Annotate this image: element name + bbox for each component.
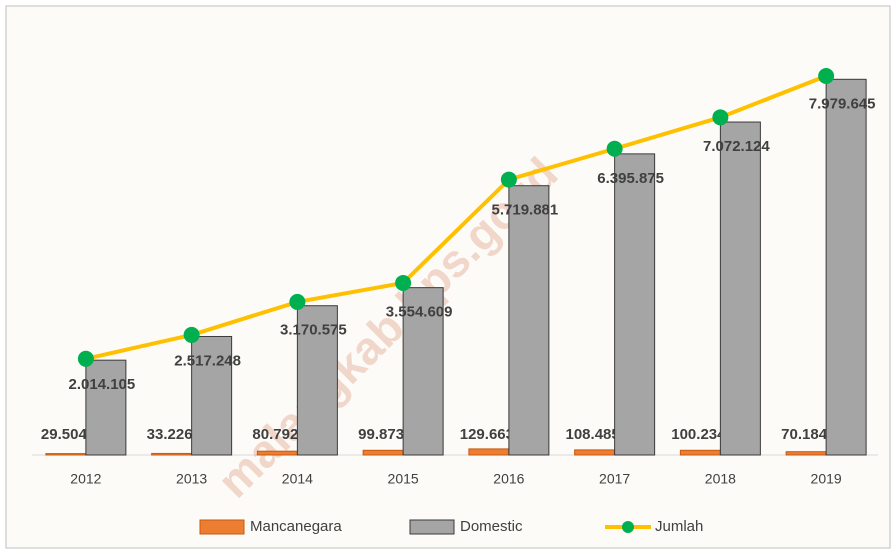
data-label: 5.719.881 — [492, 202, 559, 219]
line-marker — [184, 327, 200, 343]
bar — [826, 79, 866, 455]
line-marker — [289, 294, 305, 310]
page: malangkab.bps.go.id201220132014201520162… — [0, 0, 896, 554]
bar — [509, 186, 549, 455]
legend-swatch — [622, 521, 634, 533]
bar — [152, 453, 192, 455]
data-label: 108.485 — [566, 426, 620, 443]
bar — [469, 449, 509, 455]
bar — [615, 154, 655, 455]
legend-label: Mancanegara — [250, 518, 342, 535]
legend-label: Domestic — [460, 518, 523, 535]
x-tick-label: 2017 — [599, 471, 630, 487]
bar — [786, 452, 826, 455]
data-label: 6.395.875 — [597, 170, 664, 187]
data-label: 33.226 — [147, 426, 193, 443]
bar — [46, 454, 86, 455]
data-label: 100.234 — [671, 426, 726, 443]
bar — [86, 360, 126, 455]
x-tick-label: 2016 — [493, 471, 524, 487]
x-tick-label: 2015 — [388, 471, 419, 487]
data-label: 2.517.248 — [174, 352, 241, 369]
data-label: 99.873 — [358, 426, 404, 443]
line-marker — [607, 141, 623, 157]
line-marker — [818, 68, 834, 84]
x-tick-label: 2019 — [811, 471, 842, 487]
legend-label: Jumlah — [655, 518, 703, 535]
line-marker — [78, 351, 94, 367]
bar — [575, 450, 615, 455]
data-label: 70.184 — [781, 426, 828, 443]
bar — [720, 122, 760, 455]
x-tick-label: 2014 — [282, 471, 313, 487]
chart: malangkab.bps.go.id201220132014201520162… — [0, 0, 896, 554]
data-label: 29.504 — [41, 426, 88, 443]
line-marker — [395, 275, 411, 291]
data-label: 7.979.645 — [809, 95, 876, 112]
line-marker — [501, 172, 517, 188]
data-label: 7.072.124 — [703, 138, 770, 155]
data-label: 80.792 — [252, 426, 298, 443]
data-label: 3.554.609 — [386, 304, 453, 321]
line-marker — [712, 109, 728, 125]
x-tick-label: 2012 — [70, 471, 101, 487]
legend-swatch — [200, 520, 244, 534]
bar — [257, 451, 297, 455]
x-tick-label: 2013 — [176, 471, 207, 487]
bar — [363, 450, 403, 455]
data-label: 129.663 — [460, 426, 514, 443]
data-label: 2.014.105 — [69, 376, 136, 393]
x-tick-label: 2018 — [705, 471, 736, 487]
data-label: 3.170.575 — [280, 322, 347, 339]
bar — [680, 450, 720, 455]
legend-swatch — [410, 520, 454, 534]
